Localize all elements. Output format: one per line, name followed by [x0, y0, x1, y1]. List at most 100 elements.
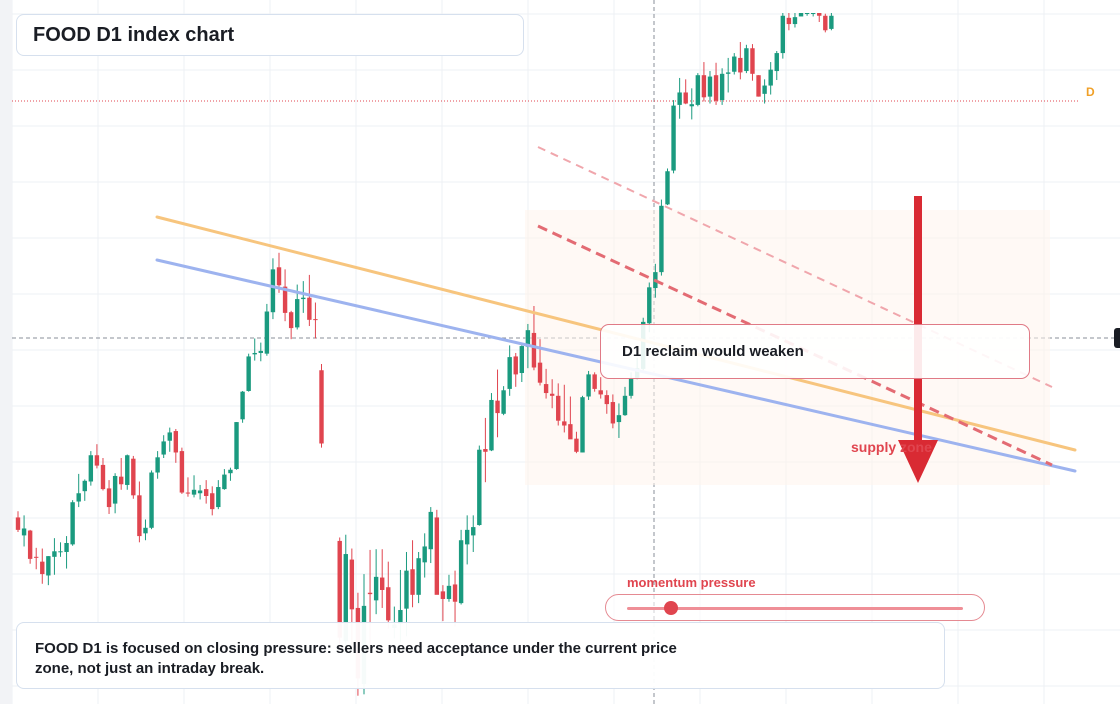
- candle-body: [222, 474, 227, 490]
- candle-body: [823, 15, 828, 31]
- candle-body: [519, 346, 525, 374]
- candle-body: [713, 75, 719, 101]
- candle-body: [307, 297, 312, 320]
- candle-body: [149, 472, 154, 528]
- candle-body: [707, 76, 713, 97]
- candle-body: [137, 495, 142, 537]
- momentum-slider[interactable]: [605, 594, 985, 621]
- candle-body: [792, 17, 798, 25]
- candle-body: [683, 92, 688, 104]
- candle-body: [240, 391, 245, 420]
- candle-body: [337, 540, 342, 638]
- candle-body: [719, 73, 725, 101]
- candle-body: [732, 56, 737, 72]
- candle-body: [228, 469, 233, 474]
- channel-line-lower: [537, 224, 1053, 467]
- candle-body: [537, 362, 543, 383]
- candle-body: [386, 587, 391, 621]
- candle-body: [179, 451, 185, 493]
- candle-body: [725, 72, 731, 74]
- note-box: FOOD D1 is focused on closing pressure: …: [16, 622, 945, 689]
- candle-body: [458, 540, 464, 604]
- candle-body: [398, 610, 403, 624]
- candle-body: [404, 570, 409, 609]
- candle-body: [106, 488, 112, 508]
- candle-body: [70, 502, 75, 545]
- candle-body: [586, 374, 591, 397]
- candle-body: [210, 493, 215, 510]
- candle-body: [477, 449, 482, 526]
- price-edge-marker: [1114, 328, 1120, 348]
- candle-body: [580, 397, 585, 453]
- candle-body: [15, 517, 21, 530]
- candle-body: [185, 492, 191, 494]
- candle-body: [628, 377, 634, 396]
- candles-layer: [15, 13, 834, 696]
- candle-body: [689, 104, 694, 107]
- candle-body: [750, 48, 755, 74]
- bearish-arrow-head: [898, 440, 938, 483]
- chart-title: FOOD D1 index chart: [16, 14, 524, 56]
- candle-body: [829, 15, 834, 29]
- candle-body: [373, 576, 379, 601]
- candle-body: [507, 357, 512, 389]
- candle-body: [549, 393, 555, 396]
- candle-body: [525, 330, 531, 347]
- candle-body: [701, 75, 707, 98]
- candle-body: [804, 13, 810, 14]
- candle-body: [216, 487, 221, 508]
- candle-body: [659, 205, 664, 273]
- candle-body: [52, 551, 57, 557]
- callout-box: D1 reclaim would weaken: [600, 324, 1030, 379]
- candle-body: [464, 529, 470, 545]
- candle-body: [270, 269, 276, 313]
- candle-body: [786, 17, 792, 25]
- candle-body: [319, 370, 324, 444]
- candle-body: [88, 455, 94, 482]
- candle-body: [143, 527, 148, 534]
- candle-body: [744, 48, 749, 72]
- candle-body: [598, 390, 603, 395]
- candle-body: [610, 402, 616, 424]
- candle-body: [780, 15, 786, 54]
- candle-body: [677, 92, 682, 105]
- candle-body: [34, 556, 39, 558]
- candle-body: [543, 384, 549, 394]
- candle-body: [489, 399, 494, 451]
- candle-body: [428, 511, 433, 550]
- candle-body: [282, 286, 288, 313]
- candle-body: [495, 400, 500, 414]
- candle-body: [810, 13, 816, 14]
- candle-body: [295, 299, 300, 328]
- candle-body: [313, 319, 318, 321]
- candle-body: [671, 105, 676, 171]
- candle-body: [483, 449, 488, 452]
- momentum-thumb[interactable]: [663, 601, 678, 615]
- candle-body: [100, 464, 106, 490]
- candle-body: [131, 458, 136, 496]
- candle-body: [416, 558, 421, 595]
- candle-body: [665, 171, 670, 205]
- candle-body: [58, 551, 63, 553]
- candle-body: [440, 591, 446, 599]
- candle-body: [197, 490, 203, 494]
- candle-body: [738, 57, 743, 73]
- candle-body: [774, 53, 779, 72]
- supply-zone-label: supply zone: [851, 439, 932, 455]
- candle-body: [161, 441, 166, 455]
- candle-body: [173, 431, 179, 453]
- candle-body: [471, 527, 476, 536]
- candle-body: [410, 569, 415, 595]
- candle-body: [343, 554, 348, 642]
- candle-body: [40, 561, 45, 575]
- candle-body: [756, 75, 761, 97]
- candle-body: [191, 489, 197, 495]
- candle-body: [513, 356, 518, 375]
- candle-body: [616, 415, 622, 423]
- candle-body: [556, 395, 561, 421]
- candle-body: [94, 455, 100, 466]
- candle-body: [434, 517, 440, 595]
- candle-body: [647, 287, 652, 324]
- candle-body: [276, 267, 282, 286]
